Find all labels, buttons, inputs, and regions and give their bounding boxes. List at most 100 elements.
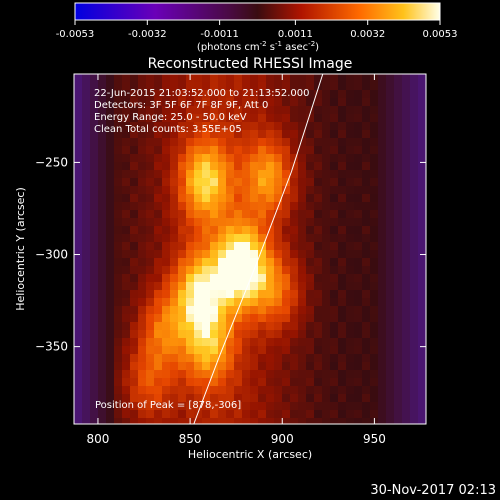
heatmap-cell	[218, 146, 227, 155]
heatmap-cell	[218, 386, 227, 395]
heatmap-cell	[370, 218, 379, 227]
heatmap-cell	[82, 250, 91, 259]
heatmap-cell	[82, 354, 91, 363]
heatmap-cell	[306, 242, 315, 251]
heatmap-cell	[226, 250, 235, 259]
heatmap-cell	[250, 418, 259, 424]
heatmap-cell	[90, 242, 99, 251]
heatmap-cell	[90, 210, 99, 219]
heatmap-cell	[218, 82, 227, 91]
heatmap-cell	[98, 138, 107, 147]
heatmap-cell	[218, 154, 227, 163]
heatmap-cell	[170, 322, 179, 331]
heatmap-cell	[378, 226, 387, 235]
heatmap-cell	[322, 370, 331, 379]
heatmap-cell	[402, 194, 411, 203]
heatmap-cell	[114, 162, 123, 171]
heatmap-cell	[346, 410, 355, 419]
heatmap-cell	[266, 338, 275, 347]
heatmap-cell	[298, 122, 307, 131]
observation-info: 22-Jun-2015 21:03:52.000 to 21:13:52.000…	[94, 88, 310, 135]
heatmap-cell	[418, 386, 426, 395]
heatmap-cell	[82, 194, 91, 203]
heatmap-cell	[378, 378, 387, 387]
heatmap-cell	[226, 218, 235, 227]
heatmap-cell	[242, 74, 251, 83]
heatmap-cell	[202, 402, 211, 411]
heatmap-cell	[138, 186, 147, 195]
heatmap-cell	[98, 146, 107, 155]
heatmap-cell	[162, 170, 171, 179]
heatmap-cell	[266, 162, 275, 171]
heatmap-cell	[338, 106, 347, 115]
heatmap-cell	[338, 138, 347, 147]
heatmap-cell	[122, 122, 131, 131]
x-tick-label: 800	[87, 432, 110, 446]
heatmap-cell	[106, 346, 115, 355]
heatmap-cell	[74, 274, 83, 283]
heatmap-cell	[250, 138, 259, 147]
heatmap-cell	[74, 170, 83, 179]
heatmap-cell	[146, 330, 155, 339]
heatmap-cell	[226, 322, 235, 331]
heatmap-cell	[250, 386, 259, 395]
heatmap-cell	[258, 266, 267, 275]
heatmap-cell	[306, 170, 315, 179]
heatmap-cell	[410, 362, 419, 371]
heatmap-cell	[378, 194, 387, 203]
heatmap-cell	[226, 330, 235, 339]
heatmap-cell	[346, 266, 355, 275]
heatmap-cell	[306, 330, 315, 339]
heatmap-cell	[226, 114, 235, 123]
heatmap-cell	[378, 346, 387, 355]
heatmap-cell	[194, 170, 203, 179]
heatmap-cell	[146, 74, 155, 83]
heatmap-cell	[130, 314, 139, 323]
heatmap-cell	[418, 282, 426, 291]
heatmap-cell	[154, 322, 163, 331]
heatmap-cell	[130, 370, 139, 379]
heatmap-cell	[194, 162, 203, 171]
heatmap-cell	[226, 410, 235, 419]
heatmap-cell	[386, 266, 395, 275]
heatmap-cell	[330, 202, 339, 211]
heatmap-cell	[250, 154, 259, 163]
heatmap-cell	[306, 218, 315, 227]
heatmap-cell	[82, 74, 91, 83]
heatmap-cell	[282, 122, 291, 131]
heatmap-cell	[266, 138, 275, 147]
heatmap-cell	[418, 90, 426, 99]
heatmap-cell	[362, 162, 371, 171]
heatmap-cell	[410, 410, 419, 419]
heatmap-cell	[274, 266, 283, 275]
heatmap-cell	[274, 250, 283, 259]
colorbar-tick-label: 0.0032	[350, 29, 385, 40]
heatmap-cell	[162, 154, 171, 163]
heatmap-cell	[202, 330, 211, 339]
heatmap-cell	[154, 178, 163, 187]
heatmap-cell	[178, 258, 187, 267]
heatmap-cell	[138, 130, 147, 139]
heatmap-cell	[346, 386, 355, 395]
heatmap-cell	[98, 178, 107, 187]
heatmap-cell	[146, 90, 155, 99]
heatmap-cell	[186, 82, 195, 91]
heatmap-cell	[290, 402, 299, 411]
heatmap-cell	[130, 378, 139, 387]
heatmap-cell	[226, 154, 235, 163]
heatmap-cell	[202, 98, 211, 107]
heatmap-cell	[82, 234, 91, 243]
heatmap-cell	[114, 418, 123, 424]
heatmap-cell	[306, 370, 315, 379]
heatmap-cell	[82, 130, 91, 139]
heatmap-cell	[338, 218, 347, 227]
heatmap-cell	[106, 74, 115, 83]
heatmap-cell	[218, 114, 227, 123]
heatmap-cell	[226, 90, 235, 99]
heatmap-cell	[162, 114, 171, 123]
heatmap-cell	[394, 162, 403, 171]
heatmap-cell	[226, 258, 235, 267]
heatmap-cell	[338, 242, 347, 251]
heatmap-cell	[90, 258, 99, 267]
heatmap-cell	[402, 106, 411, 115]
